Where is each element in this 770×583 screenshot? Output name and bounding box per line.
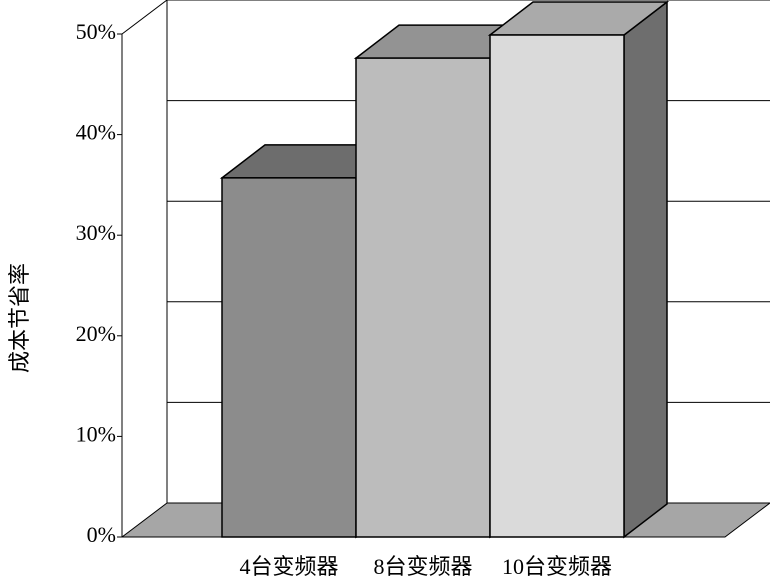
y-tick-label: 0% (87, 522, 116, 547)
x-tick-label: 8台变频器 (373, 554, 472, 579)
y-tick-label: 50% (76, 19, 116, 44)
x-tick-label: 10台变频器 (502, 554, 612, 579)
bar (487, 0, 670, 539)
x-tick-label: 4台变频器 (239, 554, 338, 579)
y-tick-label: 10% (76, 421, 116, 446)
bar-front (221, 177, 357, 538)
y-tick-label: 30% (76, 220, 116, 245)
bar-front (355, 57, 491, 538)
y-tick-label: 40% (76, 120, 116, 145)
top-wall-edge (121, 0, 168, 35)
bar-side (623, 0, 668, 539)
y-axis-title: 成本节省率 (7, 263, 32, 373)
bar-front (489, 34, 625, 538)
y-tick-label: 20% (76, 321, 116, 346)
